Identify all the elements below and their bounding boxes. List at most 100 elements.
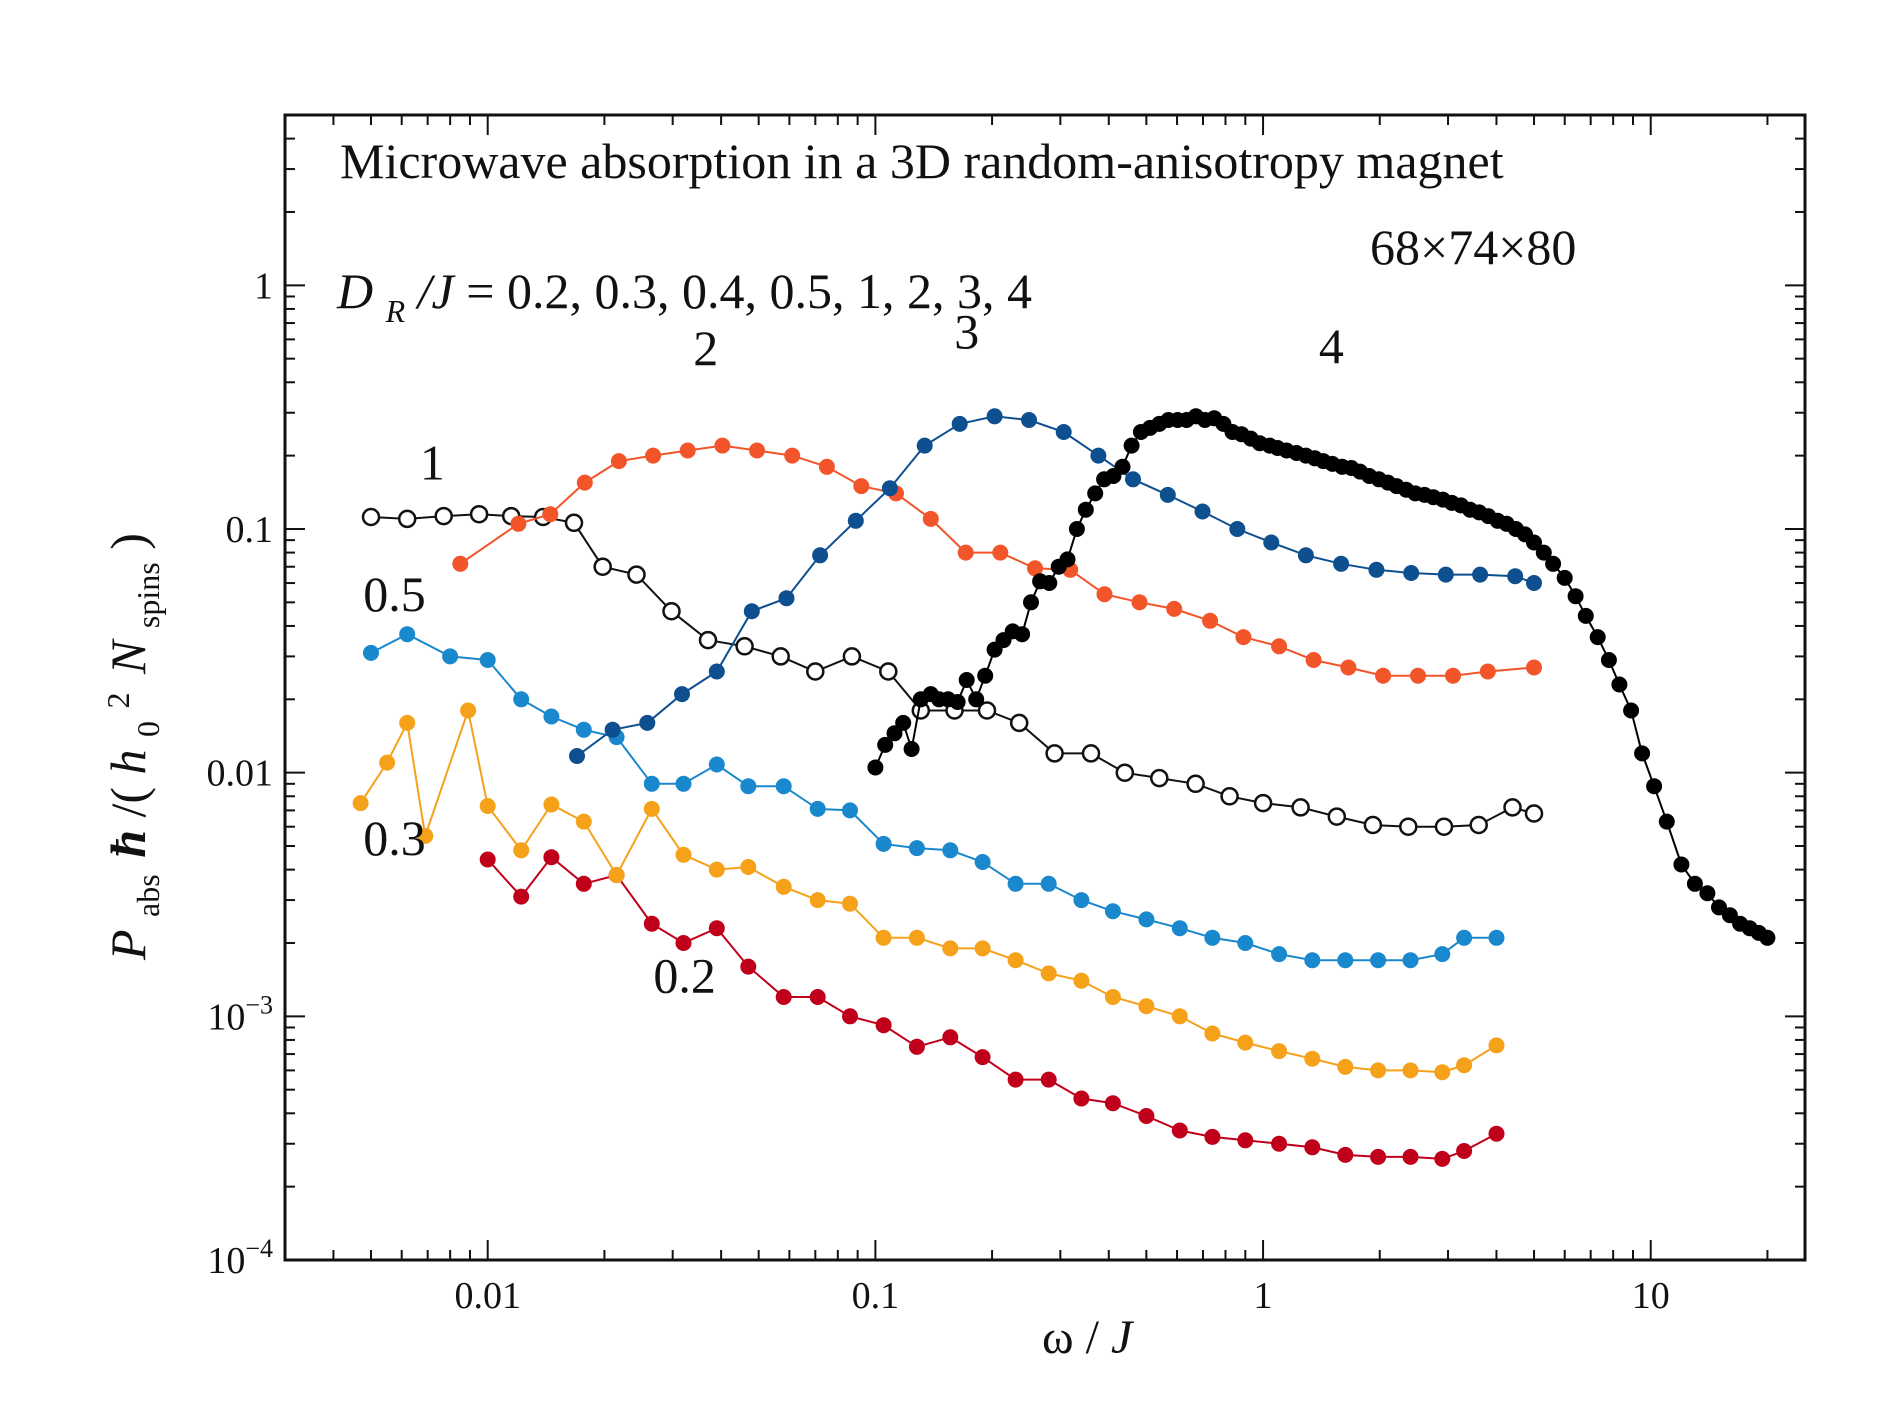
series-2 xyxy=(452,437,1542,684)
data-point xyxy=(842,895,858,912)
data-point xyxy=(957,544,974,561)
data-point xyxy=(1263,534,1280,551)
data-point xyxy=(1271,1043,1288,1060)
data-point xyxy=(698,630,718,650)
y-label-hbar: ħ xyxy=(100,830,156,858)
data-point xyxy=(543,708,560,725)
y-axis-label: P abs ħ /( h 0 2 N spins ) xyxy=(84,533,170,961)
data-point xyxy=(1237,1034,1254,1051)
data-point xyxy=(1403,565,1420,581)
data-point xyxy=(564,513,584,533)
data-point xyxy=(1202,612,1219,629)
data-point xyxy=(1327,807,1347,826)
param-line: D R /J = 0.2, 0.3, 0.4, 0.5, 1, 2, 3, 4 xyxy=(336,263,1032,333)
data-point xyxy=(1077,501,1094,518)
data-point xyxy=(1545,555,1562,572)
data-point xyxy=(1297,547,1314,564)
data-point xyxy=(1007,952,1024,969)
data-point xyxy=(1488,1125,1505,1142)
data-point xyxy=(542,506,559,523)
data-point xyxy=(1009,713,1029,733)
data-point xyxy=(853,478,870,495)
data-point xyxy=(1699,885,1716,902)
data-point xyxy=(1402,1062,1419,1079)
data-point xyxy=(479,798,496,814)
data-point xyxy=(643,800,660,817)
series-0.5 xyxy=(363,626,1505,969)
data-point xyxy=(608,867,625,884)
data-point xyxy=(1087,485,1104,502)
data-point xyxy=(1021,412,1037,428)
data-point xyxy=(949,694,966,710)
y-tick-label: 0.1 xyxy=(226,509,274,551)
data-point xyxy=(1125,471,1141,488)
data-point xyxy=(879,662,898,681)
data-point xyxy=(1204,1128,1221,1145)
data-point xyxy=(1434,1064,1451,1081)
data-point xyxy=(1437,566,1454,583)
y-tick-label: 10−4 xyxy=(207,1234,273,1282)
data-point xyxy=(881,480,898,497)
data-point xyxy=(1370,1148,1387,1165)
data-point xyxy=(610,453,627,470)
data-point xyxy=(1535,544,1552,561)
data-point xyxy=(675,846,692,863)
data-point xyxy=(908,840,925,857)
data-point xyxy=(1304,1050,1321,1067)
data-point xyxy=(986,408,1003,425)
data-point xyxy=(1114,458,1131,475)
data-point xyxy=(399,714,416,731)
data-point xyxy=(922,510,939,527)
series-line xyxy=(486,855,1497,1160)
lattice-size: 68×74×80 xyxy=(1370,219,1576,275)
data-point xyxy=(1150,768,1169,788)
data-point xyxy=(1138,998,1155,1015)
data-point xyxy=(513,842,530,859)
data-point xyxy=(675,935,692,951)
data-point xyxy=(1235,629,1252,646)
data-point xyxy=(908,929,925,946)
data-point xyxy=(708,756,725,773)
param-symbol: D xyxy=(336,263,373,319)
series-line xyxy=(359,706,1498,1074)
data-point xyxy=(743,603,760,620)
data-point xyxy=(1014,626,1031,643)
data-point xyxy=(643,775,660,792)
data-point xyxy=(1673,856,1690,873)
data-point xyxy=(1073,1090,1090,1107)
y-label-n: N xyxy=(100,638,156,675)
data-point xyxy=(1526,575,1542,591)
data-point xyxy=(1611,676,1628,693)
data-point xyxy=(1186,774,1205,794)
data-point xyxy=(1253,793,1273,813)
data-point xyxy=(775,989,792,1005)
chart-title: Microwave absorption in a 3D random-anis… xyxy=(340,133,1504,189)
data-point xyxy=(1023,594,1039,611)
data-point xyxy=(812,547,829,564)
data-point xyxy=(1623,702,1640,719)
data-point xyxy=(806,662,825,681)
x-tick-label: 0.01 xyxy=(454,1275,521,1317)
data-point xyxy=(1507,568,1524,585)
y-label-p: P xyxy=(100,929,156,961)
data-point xyxy=(1104,903,1121,920)
data-point xyxy=(867,759,884,776)
data-point xyxy=(775,878,792,895)
data-point xyxy=(479,652,496,668)
data-point xyxy=(951,415,968,432)
data-point xyxy=(1434,817,1454,836)
data-point xyxy=(842,802,858,819)
data-point xyxy=(749,442,765,459)
y-tick-label: 10−3 xyxy=(207,990,273,1038)
data-point xyxy=(974,940,991,957)
data-point xyxy=(1305,652,1322,668)
data-point xyxy=(452,555,469,572)
data-point xyxy=(1368,561,1385,578)
data-point xyxy=(513,888,530,905)
data-point xyxy=(1204,929,1221,946)
data-point xyxy=(708,861,725,878)
data-point xyxy=(809,800,826,817)
data-point xyxy=(1040,875,1057,892)
data-point xyxy=(1166,600,1183,617)
